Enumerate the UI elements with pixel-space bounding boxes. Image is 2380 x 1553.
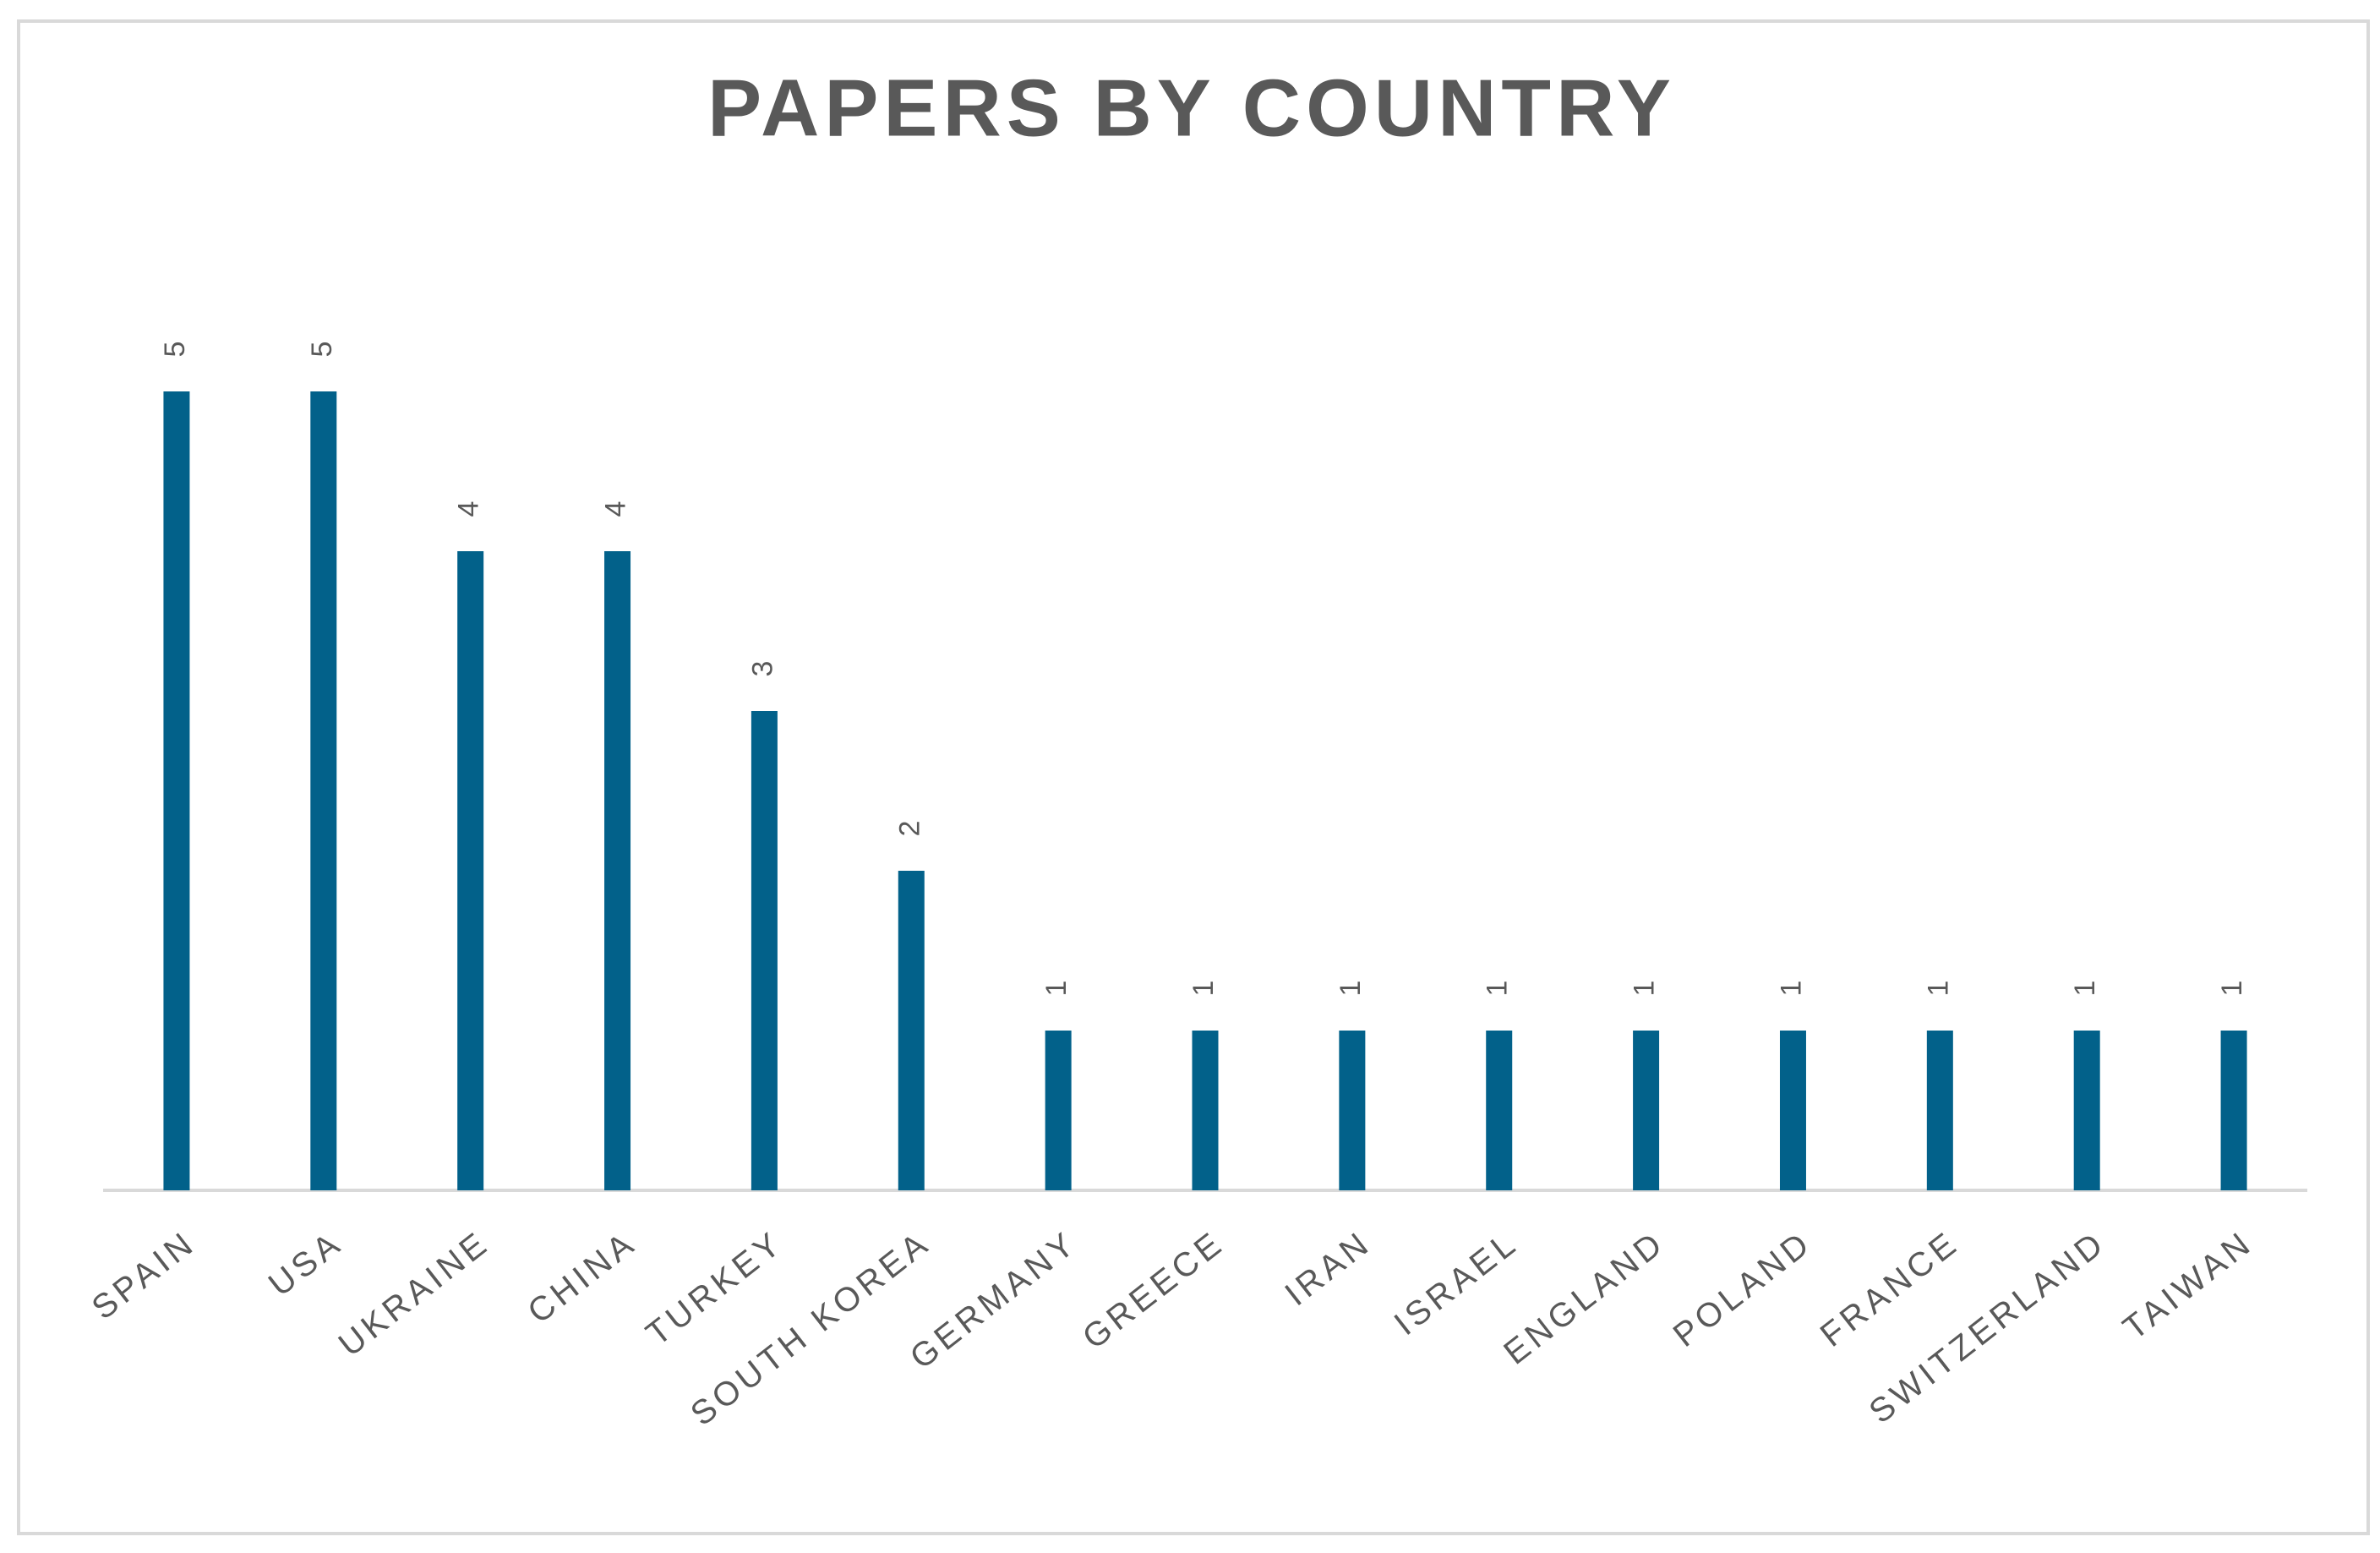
data-label: 1 [1922, 981, 1954, 997]
bar [604, 551, 631, 1190]
data-label: 2 [893, 821, 925, 837]
chart-title: PAPERS BY COUNTRY [707, 63, 1676, 153]
data-label: 4 [453, 501, 485, 517]
chart-border [17, 19, 2370, 1535]
data-label: 4 [600, 501, 632, 517]
data-label: 1 [1482, 981, 1514, 997]
data-label: 1 [2069, 981, 2101, 997]
bar [2073, 1031, 2100, 1190]
bar [457, 551, 484, 1190]
bar [1926, 1031, 1953, 1190]
bar [163, 391, 190, 1190]
data-label: 1 [1775, 981, 1807, 997]
data-label: 5 [306, 342, 338, 358]
bar [898, 871, 925, 1190]
data-label: 3 [746, 661, 778, 677]
data-label: 1 [1040, 981, 1073, 997]
data-label: 5 [159, 342, 191, 358]
bar [1192, 1031, 1219, 1190]
data-label: 1 [1187, 981, 1220, 997]
data-label: 1 [1629, 981, 1661, 997]
bar [1486, 1031, 1513, 1190]
bar [310, 391, 337, 1190]
bar [2220, 1031, 2247, 1190]
data-label: 1 [1335, 981, 1367, 997]
bar [1633, 1031, 1660, 1190]
bar [1045, 1031, 1072, 1190]
data-label: 1 [2216, 981, 2248, 997]
bar [1339, 1031, 1366, 1190]
bar [1779, 1031, 1806, 1190]
bar [751, 711, 778, 1190]
